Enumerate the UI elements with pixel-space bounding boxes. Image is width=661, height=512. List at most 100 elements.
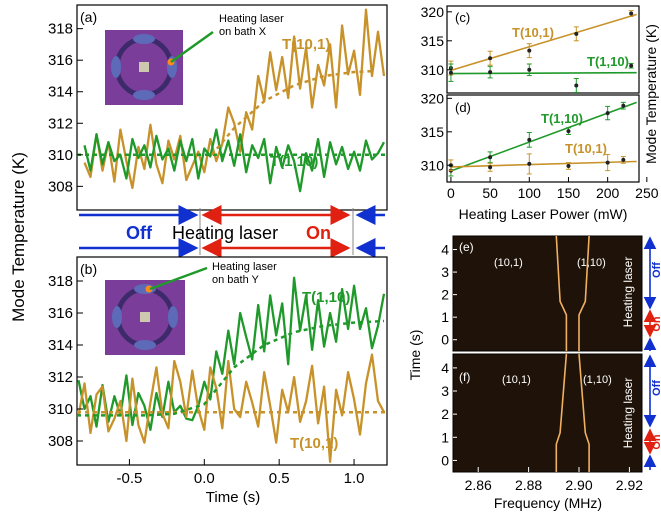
fit-line bbox=[450, 13, 637, 72]
mirror-bottom bbox=[134, 340, 156, 350]
side-label-heating-laser-f: Heating laser bbox=[621, 378, 635, 449]
panel-b-y-ticks: 308 310 312 314 316 318 bbox=[48, 273, 83, 450]
right-bottom-y-axis-title: Time (s) bbox=[407, 330, 423, 381]
y-tick-label: 3 bbox=[441, 383, 449, 399]
timeline-heating-laser-label: Heating laser bbox=[172, 223, 278, 243]
panel-b-time-trace-bath-y: 308 310 312 314 316 318 (b) Heating laser on … bbox=[48, 256, 388, 466]
y-tick-label: 1 bbox=[441, 309, 449, 325]
x-tick-label: 2.88 bbox=[515, 477, 542, 493]
panel-e-label: (e) bbox=[459, 240, 474, 254]
heating-laser-timeline: Off Heating laser On bbox=[79, 205, 385, 258]
series-line-T110 bbox=[83, 128, 386, 193]
data-point bbox=[629, 11, 634, 16]
mirror-bottom bbox=[133, 90, 155, 100]
panel-c-frame bbox=[446, 5, 640, 94]
panel-d-y-ticks: 310 315 320 bbox=[421, 90, 452, 173]
panel-a-plot-area bbox=[77, 8, 387, 193]
spectrogram-onoff-indicators: Off On Off On bbox=[643, 236, 661, 470]
series-line-T101 bbox=[77, 353, 386, 463]
y-tick-label: 318 bbox=[48, 21, 73, 38]
panel-e-plot-area bbox=[555, 235, 590, 351]
spectral-line-110 bbox=[578, 353, 590, 472]
y-tick-label: 4 bbox=[441, 242, 449, 258]
data-point bbox=[621, 157, 626, 162]
y-tick-label: 1 bbox=[441, 429, 449, 445]
panel-e-y-ticks: 0 1 2 3 4 bbox=[441, 242, 457, 348]
peak-label-101-f: (10,1) bbox=[502, 374, 531, 386]
fit-line bbox=[450, 101, 637, 172]
series-label-t101-b: T(10,1) bbox=[290, 435, 338, 452]
peak-label-101-e: (10,1) bbox=[494, 257, 523, 269]
right-top-y-axis-title: Mode Temperature (K) bbox=[643, 24, 659, 164]
y-tick-label: 3 bbox=[441, 264, 449, 280]
bath-y-inset-image bbox=[105, 280, 185, 355]
left-x-axis-title: Time (s) bbox=[206, 489, 260, 506]
panel-f-label: (f) bbox=[459, 370, 470, 384]
panel-f-spectrogram-bath-y: 0 1 2 3 4 (f) (10,1) (1,10) Heating laser bbox=[441, 353, 643, 473]
panel-a-y-ticks: 308 310 312 314 316 318 bbox=[48, 21, 83, 195]
peak-label-110-f: (1,10) bbox=[583, 374, 612, 386]
y-tick-label: 320 bbox=[421, 90, 445, 106]
y-tick-label: 314 bbox=[48, 84, 73, 101]
x-tick-label: 2.92 bbox=[616, 477, 643, 493]
right-bottom-x-axis-title: Frequency (MHz) bbox=[494, 495, 602, 511]
fit-curve-2 bbox=[210, 69, 373, 156]
x-tick-label: 0 bbox=[447, 185, 455, 201]
data-point bbox=[527, 67, 532, 72]
mirror-right bbox=[168, 306, 178, 328]
y-tick-label: 310 bbox=[421, 157, 445, 173]
y-tick-label: 320 bbox=[421, 4, 445, 20]
panel-e-frame bbox=[452, 235, 643, 352]
spectral-line-101 bbox=[555, 235, 568, 351]
x-tick-label: 100 bbox=[518, 185, 542, 201]
panel-d-x-ticks: 0 50 100 150 200 250 bbox=[447, 177, 659, 201]
series-label-t110-c: T(1,10) bbox=[587, 54, 629, 69]
y-tick-label: 310 bbox=[48, 401, 73, 418]
data-point bbox=[566, 129, 571, 134]
membrane-square bbox=[139, 62, 149, 72]
y-tick-label: 314 bbox=[48, 337, 73, 354]
series-label-t110-b: T(1,10) bbox=[302, 289, 350, 306]
left-y-axis-title: Mode Temperature (K) bbox=[9, 152, 28, 322]
series-label-t101-c: T(10,1) bbox=[512, 25, 554, 40]
y-tick-label: 308 bbox=[48, 433, 73, 450]
bath-x-inset-image bbox=[105, 30, 183, 105]
y-tick-label: 312 bbox=[48, 115, 73, 132]
x-tick-label: 2.86 bbox=[465, 477, 492, 493]
data-point bbox=[574, 31, 579, 36]
data-point bbox=[527, 48, 532, 53]
series-line-T101 bbox=[83, 8, 386, 190]
y-tick-label: 4 bbox=[441, 360, 449, 376]
data-point bbox=[527, 161, 532, 166]
heating-spot bbox=[145, 285, 153, 293]
annotation-heating-laser-y: Heating laser on bath Y bbox=[212, 261, 280, 286]
x-tick-label: 50 bbox=[482, 185, 498, 201]
y-tick-label: 2 bbox=[441, 406, 449, 422]
panel-a-label: (a) bbox=[80, 9, 97, 25]
data-point bbox=[488, 165, 493, 170]
y-tick-label: 308 bbox=[48, 178, 73, 195]
data-point bbox=[605, 160, 610, 165]
y-tick-label: 0 bbox=[441, 452, 449, 468]
panel-f-frame bbox=[452, 353, 643, 473]
panel-b-label: (b) bbox=[80, 261, 97, 277]
data-point bbox=[488, 70, 493, 75]
mirror-left bbox=[112, 306, 122, 328]
timeline-on-label: On bbox=[306, 223, 331, 243]
x-tick-label: 150 bbox=[557, 185, 581, 201]
right-top-x-axis-title: Heating Laser Power (mW) bbox=[459, 206, 628, 222]
y-tick-label: 0 bbox=[441, 332, 449, 348]
mirror-top bbox=[133, 34, 155, 44]
on-label-f: On bbox=[651, 434, 661, 450]
annotation-pointer bbox=[170, 30, 214, 64]
y-tick-label: 310 bbox=[421, 62, 445, 78]
series-label-t101-a: T(10,1) bbox=[282, 36, 330, 53]
x-tick-label: 250 bbox=[635, 185, 659, 201]
annotation-pointer bbox=[149, 266, 208, 291]
y-tick-label: 312 bbox=[48, 369, 73, 386]
spectral-line-101 bbox=[555, 353, 568, 472]
on-label-e: On bbox=[651, 316, 661, 332]
data-point bbox=[629, 63, 634, 68]
panel-f-x-ticks: 2.86 2.88 2.90 2.92 bbox=[465, 467, 643, 493]
